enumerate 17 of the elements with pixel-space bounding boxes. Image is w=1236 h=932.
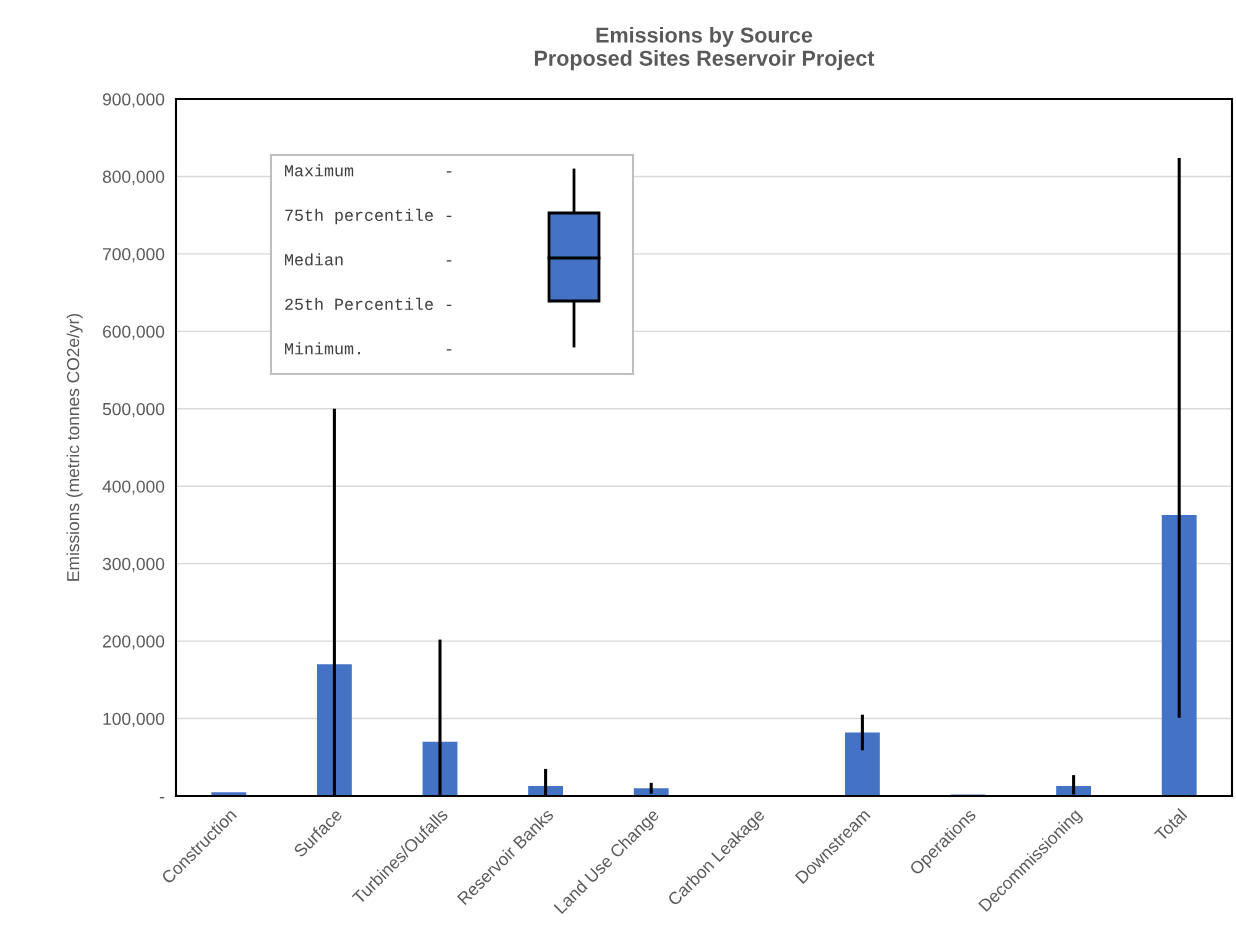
annotation: Minimum. - <box>285 342 452 355</box>
y-axis-title: Emissions (metric tonnes CO2e/yr) <box>66 313 83 581</box>
chart-title: Emissions by Source Proposed Sites Reservoir Project <box>534 26 875 71</box>
annotation: 75th percentile - <box>285 208 452 225</box>
y-tick-label: 500,000 <box>102 402 165 418</box>
annotation: Maximum - <box>285 164 452 177</box>
annotation: Median - <box>285 253 452 266</box>
y-tick-label: 700,000 <box>103 248 165 263</box>
y-tick-label: 800,000 <box>102 170 165 185</box>
y-tick-label: 900,000 <box>102 93 165 108</box>
annotation: 25th Percentile - <box>285 297 452 310</box>
y-tick-label: 400,000 <box>102 480 165 495</box>
y-tick-label: 100,000 <box>103 712 165 728</box>
y-tick-label: 300,000 <box>102 557 165 573</box>
y-tick-label: 200,000 <box>103 635 165 650</box>
y-tick-label: - <box>159 797 165 799</box>
y-tick-label: 600,000 <box>103 325 165 340</box>
